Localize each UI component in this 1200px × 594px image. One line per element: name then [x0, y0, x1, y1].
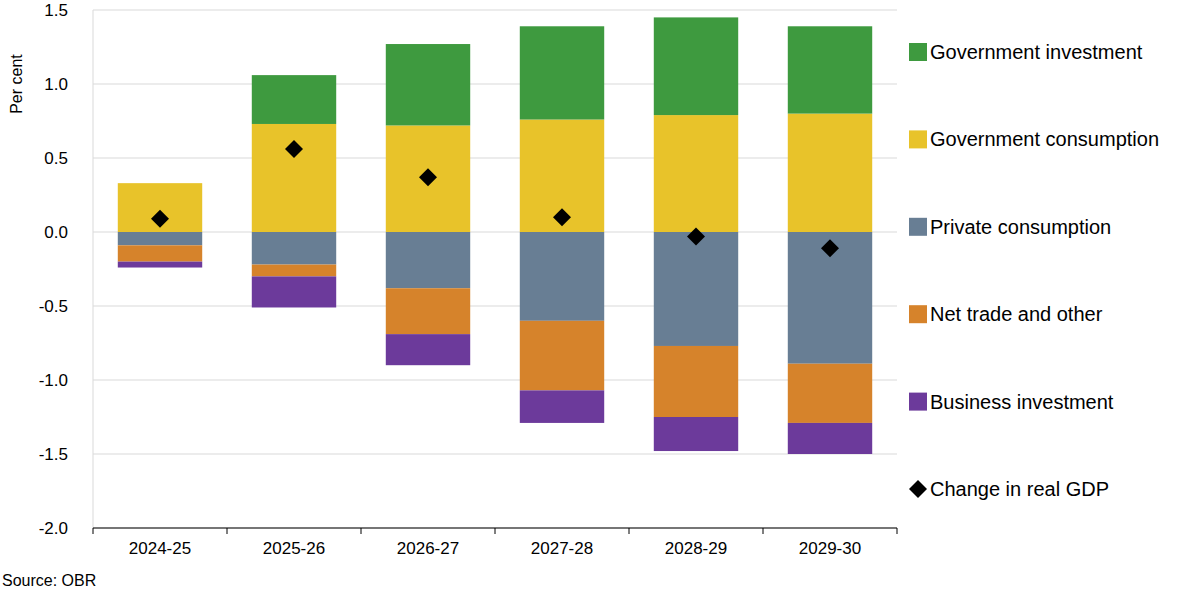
x-tick	[227, 528, 228, 534]
legend-swatch	[909, 480, 927, 498]
legend: Government investment Government consumpt…	[909, 41, 1159, 500]
y-axis-line	[93, 10, 94, 528]
legend-label: Government investment	[930, 41, 1143, 63]
bar	[252, 276, 336, 307]
bar	[386, 232, 470, 288]
x-tick-label: 2028-29	[665, 539, 727, 558]
x-tick	[629, 528, 630, 534]
marker	[687, 227, 705, 245]
bar	[654, 346, 738, 417]
grid-line	[93, 232, 897, 233]
legend-label: Business investment	[930, 391, 1114, 413]
grid-line	[93, 454, 897, 455]
legend-swatch	[909, 393, 927, 411]
legend-swatch	[909, 43, 927, 61]
x-tick	[495, 528, 496, 534]
bar	[654, 417, 738, 451]
x-tick	[763, 528, 764, 534]
y-tick-label: -2.0	[39, 519, 68, 538]
legend-label: Net trade and other	[930, 303, 1103, 325]
bar	[118, 183, 202, 184]
bar	[386, 125, 470, 232]
x-tick	[93, 528, 94, 534]
bar	[386, 334, 470, 365]
bar	[520, 26, 604, 119]
x-tick-label: 2025-26	[263, 539, 325, 558]
marker	[419, 168, 437, 186]
grid-line	[93, 158, 897, 159]
y-tick-label: -1.5	[39, 445, 68, 464]
bar	[520, 232, 604, 321]
legend-swatch	[909, 130, 927, 148]
plot-area	[118, 17, 872, 454]
y-tick-label: -1.0	[39, 371, 68, 390]
bar	[118, 262, 202, 268]
grid-line	[93, 306, 897, 307]
bar	[118, 232, 202, 245]
bar	[788, 232, 872, 364]
legend-swatch	[909, 305, 927, 323]
bar	[386, 44, 470, 125]
grid-line	[93, 380, 897, 381]
y-tick-label: 0.5	[44, 149, 68, 168]
marker	[285, 140, 303, 158]
bar	[118, 183, 202, 232]
marker	[821, 239, 839, 257]
bar	[788, 423, 872, 454]
legend-label: Change in real GDP	[930, 478, 1109, 500]
y-axis-label: Per cent	[8, 54, 25, 114]
marker	[553, 208, 571, 226]
grid-line	[93, 10, 897, 11]
bar	[520, 321, 604, 391]
x-tick-label: 2024-25	[129, 539, 191, 558]
bar	[118, 245, 202, 261]
chart: -2.0 -1.5 -1.0 -0.5 0.0 0.5 1.0 1.5 2024-25 2025-…	[0, 0, 1200, 594]
y-tick-label: 0.0	[44, 223, 68, 242]
bar	[654, 232, 738, 346]
grid-line	[93, 84, 897, 85]
x-tick-label: 2027-28	[531, 539, 593, 558]
bar	[654, 115, 738, 232]
x-tick-label: 2029-30	[799, 539, 861, 558]
bar	[654, 17, 738, 115]
legend-label: Private consumption	[930, 216, 1111, 238]
bar	[520, 390, 604, 423]
y-tick-label: -0.5	[39, 297, 68, 316]
bar	[252, 75, 336, 124]
bar	[520, 120, 604, 232]
marker	[151, 210, 169, 228]
legend-label: Government consumption	[930, 128, 1159, 150]
bar	[788, 114, 872, 232]
x-tick-label: 2026-27	[397, 539, 459, 558]
bar	[788, 26, 872, 113]
bar	[252, 124, 336, 232]
bar	[252, 232, 336, 265]
bar	[252, 265, 336, 277]
bar	[788, 364, 872, 423]
x-tick	[897, 528, 898, 534]
y-tick-label: 1.0	[44, 75, 68, 94]
bar	[386, 288, 470, 334]
grid	[93, 10, 897, 528]
legend-swatch	[909, 218, 927, 236]
y-tick-label: 1.5	[44, 1, 68, 20]
source: Source: OBR	[2, 572, 96, 589]
x-tick	[361, 528, 362, 534]
